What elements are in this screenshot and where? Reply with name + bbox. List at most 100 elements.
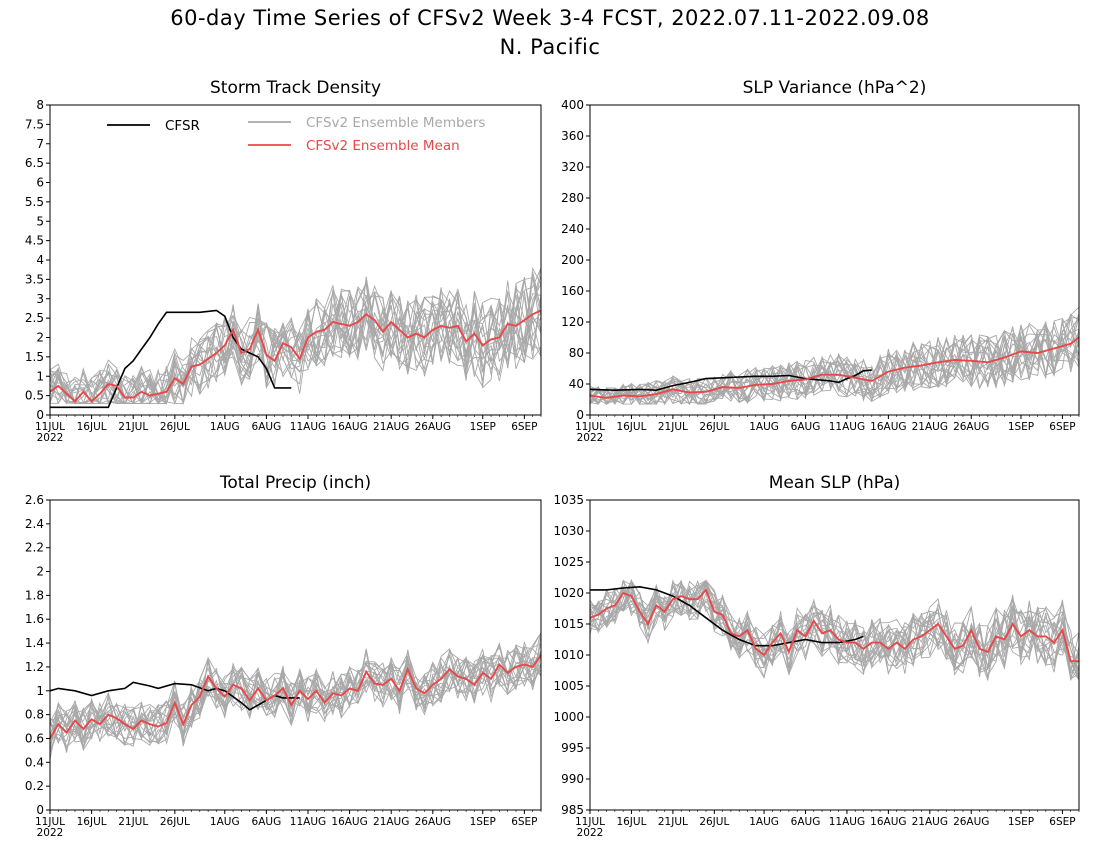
x-tick-label: 16AUG <box>331 421 367 433</box>
ensemble-member-line <box>589 580 1080 680</box>
x-tick-label: 21JUL <box>118 816 148 828</box>
y-tick-label: 2 <box>36 565 44 579</box>
y-tick-label: 360 <box>561 129 584 143</box>
ensemble-member-line <box>589 582 1080 676</box>
ensemble-member-line <box>49 647 542 745</box>
ensemble-member-line <box>49 648 542 749</box>
x-year-label: 2022 <box>577 827 604 839</box>
y-tick-label: 1.2 <box>25 660 44 674</box>
x-tick-label: 1SEP <box>470 421 496 433</box>
y-tick-label: 2 <box>36 331 44 345</box>
x-tick-label: 1AUG <box>210 421 240 433</box>
plot-frame <box>49 499 542 811</box>
y-tick-label: 80 <box>569 346 584 360</box>
x-tick-label: 6AUG <box>791 421 821 433</box>
x-tick-label: 26JUL <box>160 421 190 433</box>
panel-1: Storm Track Density 0 0.5 1 1.5 2 2.5 3 3.5 4 4.5 5… <box>25 78 542 444</box>
y-tick-label: 1030 <box>553 524 584 538</box>
y-tick-label: 400 <box>561 98 584 112</box>
ensemble-mean-line <box>589 588 1079 663</box>
y-tick-label: 2.6 <box>25 493 44 507</box>
ensemble-member-line <box>589 317 1080 404</box>
x-tick-label: 11AUG <box>290 421 326 433</box>
x-year-label: 2022 <box>577 432 604 444</box>
x-tick-label: 1SEP <box>470 816 496 828</box>
x-tick-label: 1AUG <box>749 421 779 433</box>
panel-title: SLP Variance (hPa^2) <box>743 78 927 98</box>
figure-title: 60-day Time Series of CFSv2 Week 3-4 FCS… <box>170 6 930 30</box>
x-tick-label: 26JUL <box>699 816 729 828</box>
y-tick-label: 2.4 <box>25 517 44 531</box>
legend-label: CFSv2 Ensemble Mean <box>306 138 460 154</box>
cfsr-line <box>589 369 872 392</box>
x-tick-label: 6AUG <box>252 816 282 828</box>
x-tick-label: 11JUL <box>35 816 65 828</box>
ensemble-member-line <box>589 313 1080 405</box>
panel-title: Total Precip (inch) <box>219 473 371 493</box>
x-tick-label: 6AUG <box>252 421 282 433</box>
cfsr-line <box>50 309 292 409</box>
x-year-label: 2022 <box>37 432 64 444</box>
panel-title: Mean SLP (hPa) <box>769 473 901 493</box>
x-tick-label: 11JUL <box>575 816 605 828</box>
y-tick-label: 0.2 <box>25 779 44 793</box>
x-tick-label: 21AUG <box>373 816 409 828</box>
panel-2: SLP Variance (hPa^2) 0 40 80 120 160 200 240 280… <box>561 78 1080 444</box>
x-tick-label: 6SEP <box>511 816 537 828</box>
x-tick-label: 16AUG <box>331 816 367 828</box>
y-tick-label: 240 <box>561 222 584 236</box>
y-tick-label: 1.6 <box>25 612 44 626</box>
ensemble-member-line <box>49 280 542 404</box>
y-tick-label: 1015 <box>553 617 584 631</box>
ensemble-members <box>589 306 1080 406</box>
y-tick-label: 0.8 <box>25 708 44 722</box>
y-tick-label: 985 <box>561 803 584 817</box>
ensemble-member-line <box>49 276 542 406</box>
ensemble-member-line <box>49 276 542 405</box>
y-tick-label: 320 <box>561 160 584 174</box>
ensemble-member-line <box>49 283 542 405</box>
y-tick-label: 7 <box>36 137 44 151</box>
ensemble-mean-line <box>49 309 542 403</box>
x-tick-label: 1SEP <box>1008 421 1034 433</box>
x-tick-label: 21JUL <box>658 816 688 828</box>
y-tick-label: 8 <box>36 98 44 112</box>
y-tick-label: 6 <box>36 176 44 190</box>
y-tick-label: 1005 <box>553 679 584 693</box>
y-tick-label: 1000 <box>553 710 584 724</box>
x-tick-label: 11AUG <box>829 421 865 433</box>
x-tick-label: 1SEP <box>1008 816 1034 828</box>
y-tick-label: 5.5 <box>25 195 44 209</box>
y-tick-label: 160 <box>561 284 584 298</box>
x-tick-label: 6AUG <box>791 816 821 828</box>
panel-4: Mean SLP (hPa) 985 990 995 1000 1005 1010 1015 1… <box>553 473 1080 839</box>
y-tick-label: 995 <box>561 741 584 755</box>
legend: CFSR CFSv2 Ensemble Members CFSv2 Ensemble… <box>107 115 485 154</box>
y-tick-label: 280 <box>561 191 584 205</box>
legend-label: CFSR <box>165 118 200 134</box>
figure-subtitle: N. Pacific <box>499 35 601 59</box>
x-tick-label: 1AUG <box>210 816 240 828</box>
ensemble-members <box>49 266 542 406</box>
y-tick-label: 2.5 <box>25 311 44 325</box>
y-tick-label: 0.6 <box>25 731 44 745</box>
y-tick-label: 5 <box>36 214 44 228</box>
x-tick-label: 11JUL <box>35 421 65 433</box>
cfsr-line <box>49 681 300 711</box>
x-tick-label: 26JUL <box>160 816 190 828</box>
panel-3: Total Precip (inch) 0 0.2 0.4 0.6 0.8 1 1.2 1.4 1… <box>25 473 542 839</box>
x-tick-label: 21JUL <box>118 421 148 433</box>
x-tick-label: 6SEP <box>1049 421 1075 433</box>
ensemble-members <box>589 578 1080 682</box>
x-tick-label: 26AUG <box>415 816 451 828</box>
y-tick-label: 1.4 <box>25 636 44 650</box>
panel-title: Storm Track Density <box>210 78 381 98</box>
y-tick-label: 3.5 <box>25 272 44 286</box>
ensemble-mean-line <box>589 336 1080 399</box>
y-tick-label: 40 <box>569 377 584 391</box>
y-tick-label: 0 <box>36 803 44 817</box>
y-tick-label: 3 <box>36 292 44 306</box>
y-tick-label: 0.5 <box>25 389 44 403</box>
y-tick-label: 0.4 <box>25 755 44 769</box>
